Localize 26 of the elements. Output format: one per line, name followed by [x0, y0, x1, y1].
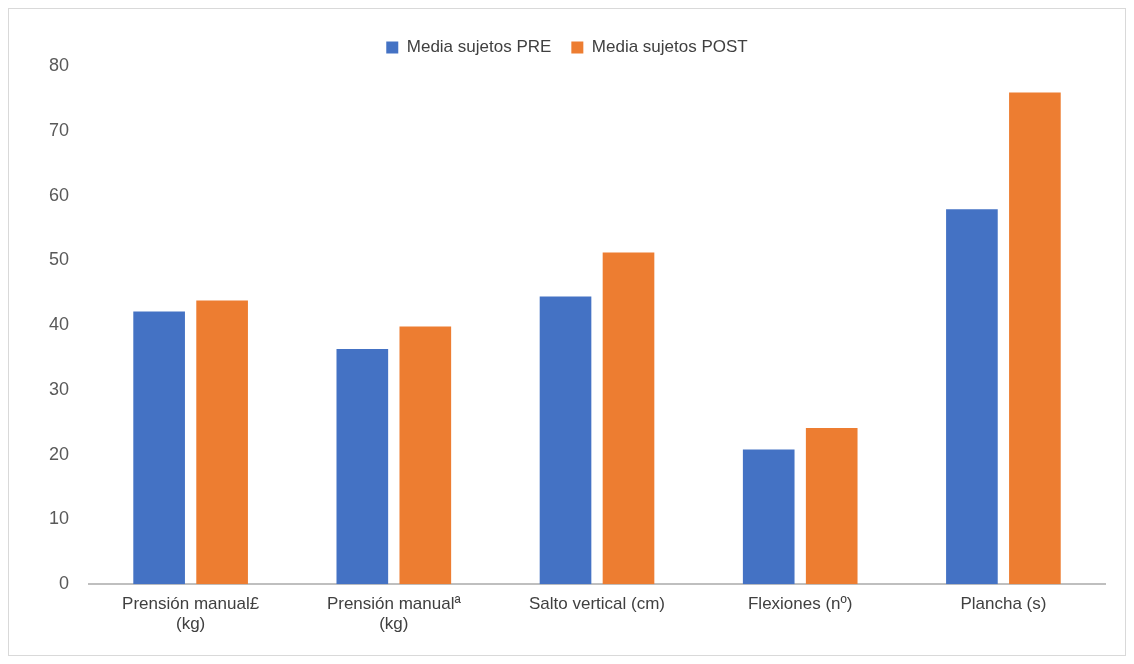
y-tick-label: 60 [48, 184, 70, 205]
y-tick-label: 20 [48, 443, 70, 464]
x-tick-label: Prensión manualª (kg) [326, 594, 462, 634]
y-tick-label: 40 [48, 314, 70, 335]
legend-label: Media sujetos PRE [406, 37, 552, 57]
x-tick-label: Prensión manual£ (kg) [122, 594, 260, 634]
legend-label: Media sujetos POST [591, 37, 748, 57]
bar [602, 252, 655, 585]
bar [539, 296, 592, 585]
y-tick-label: 80 [48, 54, 70, 75]
bar [742, 449, 795, 585]
y-tick-label: 70 [48, 119, 70, 140]
bar [1009, 92, 1061, 585]
x-tick-label: Salto vertical (cm) [529, 594, 666, 614]
bar [946, 209, 998, 585]
x-tick-label: Flexiones (nº) [747, 594, 853, 614]
y-tick-label: 10 [48, 508, 70, 529]
bar [399, 326, 452, 585]
y-tick-label: 50 [48, 249, 70, 270]
x-tick-label: Plancha (s) [960, 594, 1047, 614]
bar [196, 300, 248, 585]
bar [336, 349, 389, 585]
y-tick-label: 30 [48, 378, 70, 399]
y-tick-label: 0 [59, 573, 70, 594]
bar [133, 311, 185, 585]
bar [805, 428, 858, 585]
